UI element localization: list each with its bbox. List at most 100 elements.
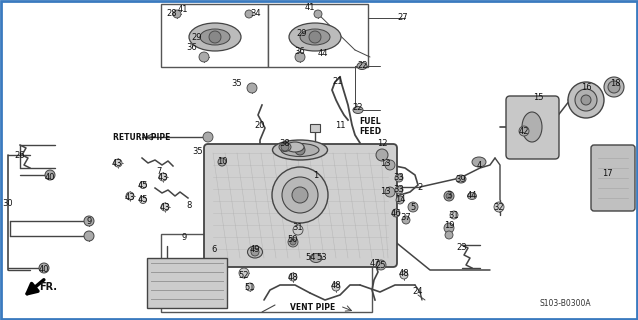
Ellipse shape [281,143,319,156]
Text: 37: 37 [401,213,412,222]
Text: 36: 36 [295,47,306,57]
Circle shape [314,10,322,18]
Text: 48: 48 [399,269,410,278]
Text: 2: 2 [417,182,422,191]
Text: 36: 36 [187,43,197,52]
Text: 50: 50 [288,236,298,244]
Text: 44: 44 [467,191,477,201]
Text: 33: 33 [394,186,404,195]
Circle shape [376,260,386,270]
Circle shape [281,143,289,151]
Ellipse shape [286,142,304,152]
Circle shape [444,191,454,201]
Text: RETURN PIPE: RETURN PIPE [114,132,171,141]
Circle shape [203,132,213,142]
Ellipse shape [456,175,466,183]
Text: 43: 43 [158,172,168,181]
Circle shape [293,225,303,235]
Ellipse shape [468,193,477,199]
Text: 29: 29 [192,34,202,43]
Circle shape [332,283,340,291]
Circle shape [494,202,504,212]
Text: 54: 54 [306,252,316,261]
Circle shape [209,31,221,43]
Text: 43: 43 [160,203,170,212]
Circle shape [218,158,226,166]
Circle shape [392,209,400,217]
Ellipse shape [248,246,262,258]
Bar [161,234,372,312]
Text: 48: 48 [330,282,341,291]
Text: 30: 30 [3,199,13,209]
Ellipse shape [289,23,341,51]
Circle shape [114,159,122,167]
Text: 13: 13 [380,158,390,167]
Text: 34: 34 [251,10,262,19]
Circle shape [239,268,249,278]
Text: 5: 5 [410,203,415,212]
Text: 20: 20 [255,121,265,130]
Text: 41: 41 [178,4,188,13]
Text: 1: 1 [313,171,318,180]
Text: 35: 35 [232,79,242,89]
Text: FR.: FR. [39,282,57,292]
Circle shape [385,187,395,197]
Circle shape [581,95,591,105]
Circle shape [39,263,49,273]
Text: 33: 33 [394,173,404,182]
Circle shape [45,170,55,180]
Text: 15: 15 [533,93,543,102]
Ellipse shape [200,29,230,45]
Text: 9: 9 [181,234,187,243]
Text: 41: 41 [305,3,315,12]
Text: 47: 47 [369,259,380,268]
Text: 44: 44 [318,49,328,58]
Text: 18: 18 [610,78,620,87]
Circle shape [604,77,624,97]
Bar [310,124,320,132]
Text: FEED: FEED [359,126,381,135]
Text: 52: 52 [239,270,249,279]
Text: 12: 12 [377,139,387,148]
Ellipse shape [353,107,363,114]
Ellipse shape [357,62,367,69]
Text: 29: 29 [297,28,308,37]
Circle shape [84,231,94,241]
Circle shape [295,145,305,155]
Ellipse shape [279,142,291,151]
Text: 8: 8 [186,202,191,211]
Text: 10: 10 [217,157,227,166]
Text: 40: 40 [45,173,56,182]
FancyBboxPatch shape [506,96,559,159]
Text: 11: 11 [335,122,345,131]
FancyBboxPatch shape [204,144,397,267]
Text: 51: 51 [245,283,255,292]
Text: 42: 42 [519,126,530,135]
Text: 40: 40 [39,266,49,275]
Text: 4: 4 [477,162,482,171]
Text: 39: 39 [456,174,466,183]
Circle shape [126,192,134,200]
Text: 17: 17 [602,169,612,178]
Circle shape [295,52,305,62]
Ellipse shape [472,157,486,167]
Circle shape [289,273,297,281]
Text: 43: 43 [124,193,135,202]
Text: 6: 6 [211,245,217,254]
Circle shape [402,216,410,224]
Circle shape [140,181,147,188]
Circle shape [408,202,418,212]
Text: 32: 32 [494,203,504,212]
Circle shape [519,126,529,136]
Text: 38: 38 [279,139,290,148]
Circle shape [292,187,308,203]
Text: 7: 7 [156,167,161,177]
Circle shape [272,167,328,223]
Bar [147,258,227,308]
Circle shape [159,173,167,181]
Text: 19: 19 [444,221,454,230]
Text: 25: 25 [376,260,386,269]
Text: 28: 28 [167,10,177,19]
Ellipse shape [189,23,241,51]
Circle shape [161,203,169,211]
